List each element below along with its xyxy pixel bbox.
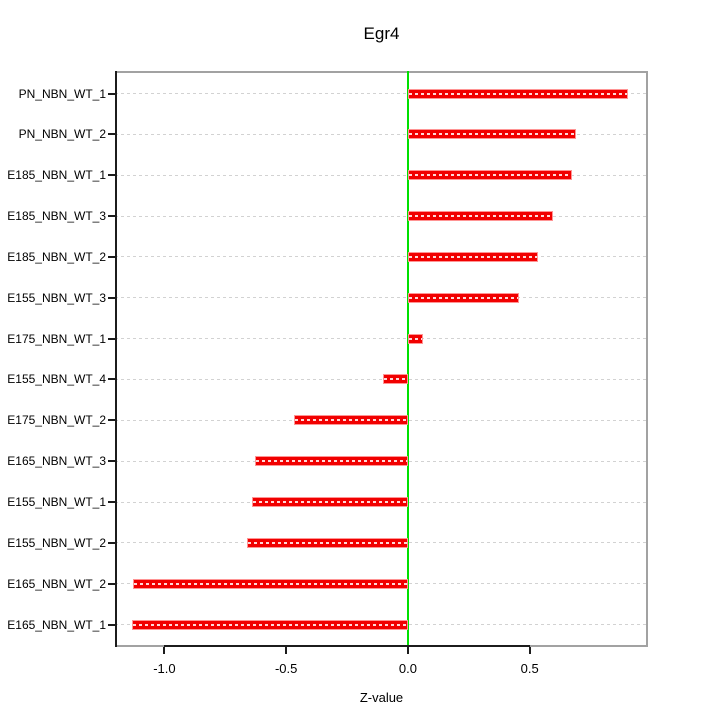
y-axis-label: E165_NBN_WT_3 — [7, 454, 106, 469]
x-axis-title: Z-value — [359, 690, 404, 705]
y-axis-tick — [108, 582, 115, 585]
bar — [407, 88, 628, 99]
y-axis-tick — [108, 296, 115, 299]
y-axis-tick — [108, 215, 115, 218]
x-axis-tick — [406, 647, 409, 654]
y-axis-line — [115, 71, 117, 647]
y-axis-tick — [108, 133, 115, 136]
y-axis-label: PN_NBN_WT_1 — [18, 86, 106, 101]
bar — [407, 170, 573, 181]
y-axis-tick — [108, 419, 115, 422]
bar — [407, 211, 553, 222]
bar — [132, 619, 408, 630]
y-axis-label: E155_NBN_WT_2 — [7, 535, 106, 550]
y-axis-label: E175_NBN_WT_1 — [7, 331, 106, 346]
y-axis-label: E165_NBN_WT_2 — [7, 576, 106, 591]
x-axis-tick — [285, 647, 288, 654]
gridline — [115, 338, 648, 340]
y-axis-label: E185_NBN_WT_1 — [7, 168, 106, 183]
gridline — [115, 174, 648, 176]
x-axis-tick — [528, 647, 531, 654]
gridline — [115, 215, 648, 217]
bar — [407, 292, 519, 303]
x-axis-tick-label: -0.5 — [274, 661, 298, 676]
y-axis-label: PN_NBN_WT_2 — [18, 127, 106, 142]
y-axis-label: E175_NBN_WT_2 — [7, 413, 106, 428]
bar — [407, 251, 539, 262]
y-axis-label: E155_NBN_WT_1 — [7, 495, 106, 509]
y-axis-label: E155_NBN_WT_3 — [7, 290, 106, 305]
x-axis-tick-label: 0.0 — [398, 661, 417, 676]
gridline — [115, 297, 648, 299]
y-axis-tick — [108, 501, 115, 503]
bar — [252, 497, 408, 507]
y-axis-tick — [108, 92, 115, 95]
bar — [407, 333, 424, 344]
y-axis-tick — [108, 623, 115, 626]
y-axis-label: E185_NBN_WT_2 — [7, 249, 106, 264]
bar — [133, 578, 408, 589]
x-axis-tick-label: -1.0 — [153, 661, 176, 676]
bar — [247, 537, 408, 548]
bar — [255, 456, 408, 467]
y-axis-tick — [108, 541, 115, 544]
y-axis-tick — [108, 255, 115, 258]
zero-reference-line — [406, 71, 409, 647]
bar — [383, 374, 408, 385]
y-axis-label: E155_NBN_WT_4 — [7, 372, 106, 387]
y-axis-tick — [108, 337, 115, 340]
plot-area: PN_NBN_WT_1 PN_NBN_WT_2 E185_NBN_WT_1 E185_… — [7, 71, 648, 676]
x-axis-tick-label: 0.5 — [520, 661, 539, 676]
gridline — [115, 378, 648, 380]
bar — [407, 129, 576, 140]
y-axis-tick — [108, 378, 115, 381]
chart-title: Egr4 — [363, 24, 400, 43]
bar — [293, 415, 408, 426]
gridline — [115, 133, 648, 135]
gridline — [115, 256, 648, 258]
x-axis-line — [164, 645, 530, 647]
y-axis-label: E165_NBN_WT_1 — [7, 617, 106, 632]
y-axis-tick — [108, 174, 115, 177]
x-axis-tick — [163, 647, 166, 654]
gridline — [115, 93, 648, 94]
y-axis-label: E185_NBN_WT_3 — [7, 209, 106, 224]
y-axis-tick — [108, 460, 115, 463]
plot-box — [115, 71, 648, 647]
